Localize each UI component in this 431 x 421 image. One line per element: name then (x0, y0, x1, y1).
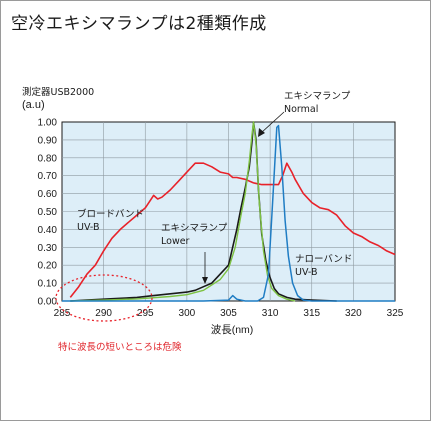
y-axis-label: (a.u) (22, 99, 45, 111)
y-tick-label: 0.60 (38, 189, 58, 200)
x-tick-label: 320 (345, 308, 362, 319)
series-line-excimer-lower (70, 121, 337, 302)
annotation-lower: エキシマランプ Lower (161, 223, 228, 247)
y-tick-label: 0.10 (38, 279, 58, 290)
y-tick-label: 0.70 (38, 171, 58, 182)
y-tick-label: 0.80 (38, 153, 58, 164)
series-line-broad-uvb (69, 162, 396, 298)
series-lines (62, 121, 396, 302)
y-tick-label: 0.30 (38, 243, 58, 254)
x-tick-label: 295 (137, 308, 154, 319)
y-tick-label: 1.00 (38, 118, 58, 129)
x-tick-label: 290 (95, 308, 112, 319)
x-tick-labels: 285 290 295 300 305 310 315 320 325 (54, 308, 404, 319)
x-tick-label: 285 (54, 308, 71, 319)
x-tick-label: 315 (303, 308, 320, 319)
annotation-narrow: ナローバンド UV-B (295, 254, 352, 278)
annotation-normal: エキシマランプ Normal (284, 91, 351, 115)
x-axis-label: 波長(nm) (211, 323, 254, 336)
x-tick-label: 310 (262, 308, 279, 319)
danger-ellipse (55, 274, 153, 322)
y-tick-label: 0.00 (38, 297, 58, 308)
y-tick-label: 0.20 (38, 261, 58, 272)
instrument-label: 測定器USB2000 (22, 86, 94, 98)
x-tick-label: 305 (220, 308, 237, 319)
arrowhead-lower (202, 277, 208, 284)
warning-text: 特に波長の短いところは危険 (58, 341, 182, 353)
x-tick-label: 325 (387, 308, 404, 319)
grid-lines (62, 122, 395, 301)
x-tick-label: 300 (179, 308, 196, 319)
y-tick-label: 0.50 (38, 207, 58, 218)
arrowhead-normal (258, 128, 265, 137)
arrow-normal (260, 111, 285, 134)
chart-title: 空冷エキシマランプは2種類作成 (11, 14, 267, 34)
y-tick-label: 0.90 (38, 135, 58, 146)
series-line-narrow-uvb (62, 124, 395, 302)
series-line-excimer-normal (70, 121, 296, 302)
y-tick-labels: 0.00 0.10 0.20 0.30 0.40 0.50 0.60 0.70 0.80 0.90… (38, 118, 58, 308)
annotation-broad: ブロードバンド UV-B (77, 208, 144, 233)
y-tick-label: 0.40 (38, 225, 58, 236)
